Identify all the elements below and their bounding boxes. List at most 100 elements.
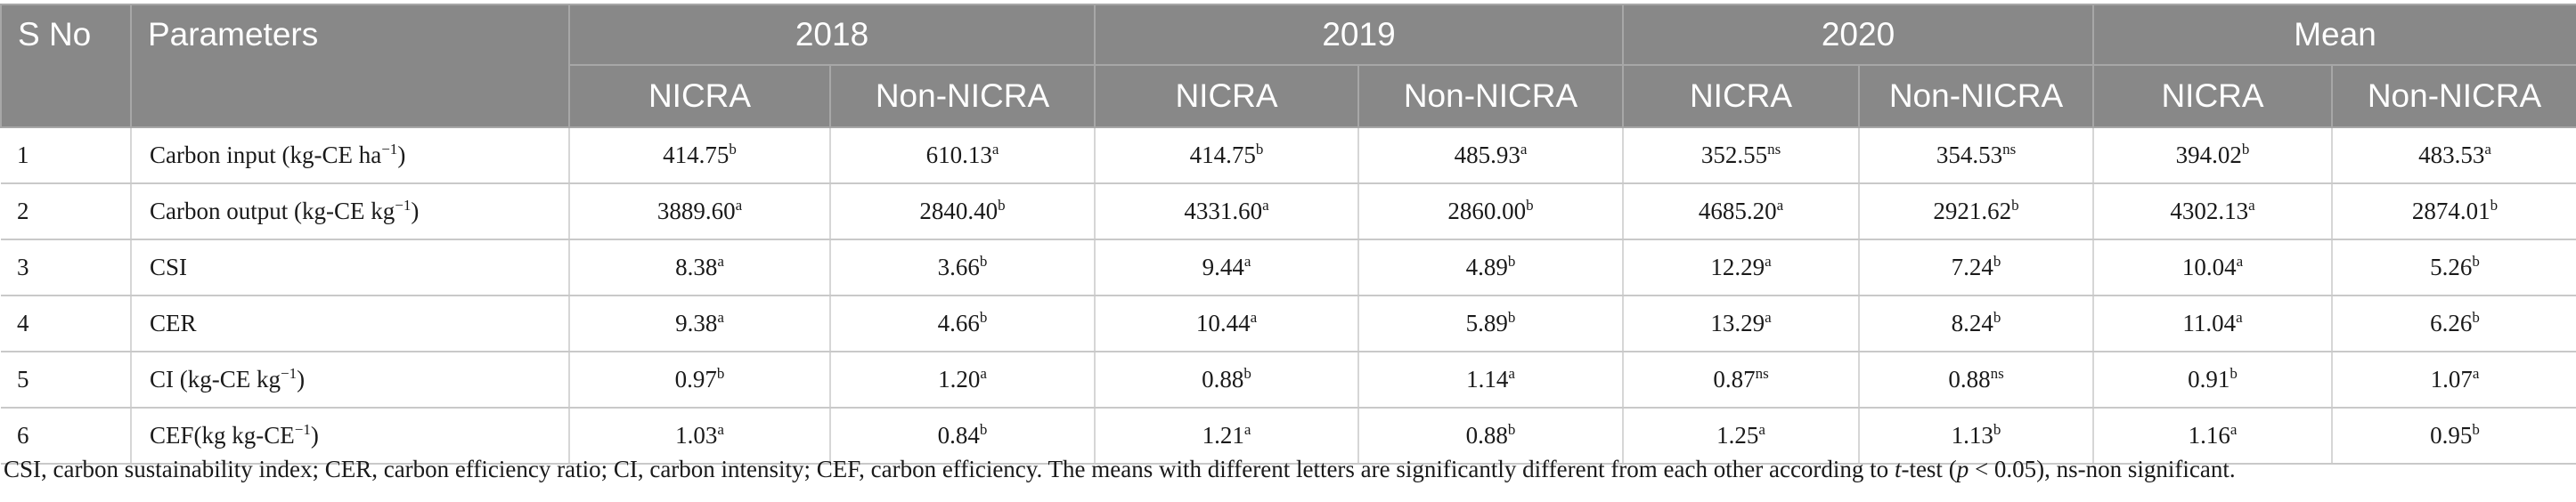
value-cell: 1.14a <box>1358 352 1624 409</box>
significance-letter: b <box>2011 197 2019 214</box>
parameter-unit-exponent: −1 <box>381 141 398 158</box>
parameter-unit-exponent: −1 <box>294 421 311 438</box>
value-cell: 4331.60a <box>1095 183 1359 240</box>
value-number: 0.88 <box>1948 366 1991 393</box>
value-cell: 0.87ns <box>1623 352 1860 409</box>
value-cell: 0.84b <box>830 408 1096 465</box>
parameter-label-tail: ) <box>310 422 319 449</box>
value-cell: 2840.40b <box>830 183 1096 240</box>
value-cell: 0.95b <box>2332 408 2576 465</box>
value-cell: 610.13a <box>830 126 1096 184</box>
row-sno: 1 <box>1 126 132 184</box>
value-number: 2860.00 <box>1447 198 1527 224</box>
value-number: 0.87 <box>1713 366 1756 393</box>
value-number: 414.75 <box>1189 142 1256 168</box>
significance-letter: b <box>716 365 725 382</box>
value-cell: 354.53ns <box>1859 126 2094 184</box>
value-number: 10.04 <box>2181 254 2237 280</box>
significance-letter: a <box>1243 253 1251 270</box>
value-cell: 3889.60a <box>569 183 831 240</box>
row-sno: 6 <box>1 408 132 465</box>
parameter-label-tail: ) <box>397 142 406 168</box>
table-row: 3 CSI 8.38a 3.66b 9.44a 4.89b 12.29a 7.24b 10.04… <box>1 239 2576 296</box>
value-number: 1.20 <box>938 366 981 393</box>
subheader-non-nicra: Non-NICRA <box>2331 64 2576 128</box>
value-cell: 483.53a <box>2332 126 2576 184</box>
value-cell: 9.44a <box>1095 239 1359 296</box>
value-number: 5.89 <box>1465 310 1508 336</box>
table-body: 1 Carbon input (kg-CE ha−1) 414.75b 610.13a… <box>1 126 2576 465</box>
significance-letter: a <box>1758 421 1765 438</box>
subheader-nicra: NICRA <box>2092 64 2333 128</box>
table-footnote: CSI, carbon sustainability index; CER, c… <box>4 456 2236 483</box>
value-cell: 7.24b <box>1859 239 2094 296</box>
footnote-text: CSI, carbon sustainability index; CER, c… <box>4 456 1895 482</box>
row-sno: 5 <box>1 352 132 409</box>
significance-letter: b <box>1507 253 1516 270</box>
subheader-nicra: NICRA <box>568 64 831 128</box>
significance-letter: a <box>2472 365 2480 382</box>
value-cell: 2874.01b <box>2332 183 2576 240</box>
value-cell: 11.04a <box>2093 296 2333 352</box>
value-cell: 2921.62b <box>1859 183 2094 240</box>
value-number: 485.93 <box>1454 142 1520 168</box>
table-row: 6 CEF(kg kg-CE−1) 1.03a 0.84b 1.21a 0.88b 1.25… <box>1 408 2576 465</box>
value-cell: 4.66b <box>830 296 1096 352</box>
value-number: 4302.13 <box>2170 198 2249 224</box>
significance-letter: b <box>1507 421 1516 438</box>
value-number: 1.03 <box>675 422 718 449</box>
parameter-unit-exponent: −1 <box>395 197 412 214</box>
significance-letter: a <box>1776 197 1784 214</box>
value-number: 2874.01 <box>2411 198 2490 224</box>
value-number: 4.89 <box>1465 254 1508 280</box>
significance-letter: b <box>2241 141 2250 158</box>
parameter-label: CSI <box>150 254 188 280</box>
parameter-label: CI (kg-CE kg <box>150 366 281 393</box>
subheader-non-nicra: Non-NICRA <box>829 64 1096 128</box>
significance-letter: b <box>1507 309 1516 326</box>
significance-letter: a <box>1765 309 1772 326</box>
value-number: 394.02 <box>2175 142 2242 168</box>
value-cell: 1.25a <box>1623 408 1860 465</box>
significance-letter: a <box>717 253 724 270</box>
row-parameter: CEF(kg kg-CE−1) <box>131 408 570 465</box>
significance-letter: b <box>1993 309 2001 326</box>
parameter-unit-exponent: −1 <box>280 365 298 382</box>
value-cell: 414.75b <box>1095 126 1359 184</box>
significance-letter: ns <box>1990 365 2004 382</box>
significance-letter: b <box>2230 365 2238 382</box>
value-cell: 10.04a <box>2093 239 2333 296</box>
table-row: 1 Carbon input (kg-CE ha−1) 414.75b 610.13a… <box>1 126 2576 184</box>
header-parameters: Parameters <box>130 4 570 128</box>
value-cell: 9.38a <box>569 296 831 352</box>
row-parameter: CER <box>131 296 570 352</box>
subheader-nicra: NICRA <box>1094 64 1359 128</box>
value-number: 8.38 <box>675 254 718 280</box>
footnote-end: < 0.05), ns-non significant. <box>1969 456 2236 482</box>
value-cell: 394.02b <box>2093 126 2333 184</box>
value-cell: 1.20a <box>830 352 1096 409</box>
value-cell: 6.26b <box>2332 296 2576 352</box>
table-row: 2 Carbon output (kg-CE kg−1) 3889.60a 2840.… <box>1 183 2576 240</box>
value-cell: 1.03a <box>569 408 831 465</box>
value-number: 1.07 <box>2430 366 2473 393</box>
significance-letter: a <box>2236 253 2244 270</box>
value-number: 0.95 <box>2430 422 2473 449</box>
subheader-non-nicra: Non-NICRA <box>1858 64 2094 128</box>
significance-letter: a <box>991 141 999 158</box>
value-number: 6.26 <box>2430 310 2473 336</box>
table-row: 5 CI (kg-CE kg−1) 0.97b 1.20a 0.88b 1.14a 0.87… <box>1 352 2576 409</box>
significance-letter: a <box>980 365 987 382</box>
significance-letter: b <box>979 253 988 270</box>
value-number: 0.84 <box>937 422 980 449</box>
value-cell: 2860.00b <box>1358 183 1624 240</box>
value-cell: 1.13b <box>1859 408 2094 465</box>
significance-letter: a <box>2484 141 2491 158</box>
value-cell: 5.26b <box>2332 239 2576 296</box>
value-number: 2840.40 <box>919 198 999 224</box>
row-parameter: Carbon output (kg-CE kg−1) <box>131 183 570 240</box>
value-number: 9.38 <box>675 310 718 336</box>
significance-letter: b <box>979 309 988 326</box>
header-year-2018: 2018 <box>568 4 1096 66</box>
row-parameter: CI (kg-CE kg−1) <box>131 352 570 409</box>
